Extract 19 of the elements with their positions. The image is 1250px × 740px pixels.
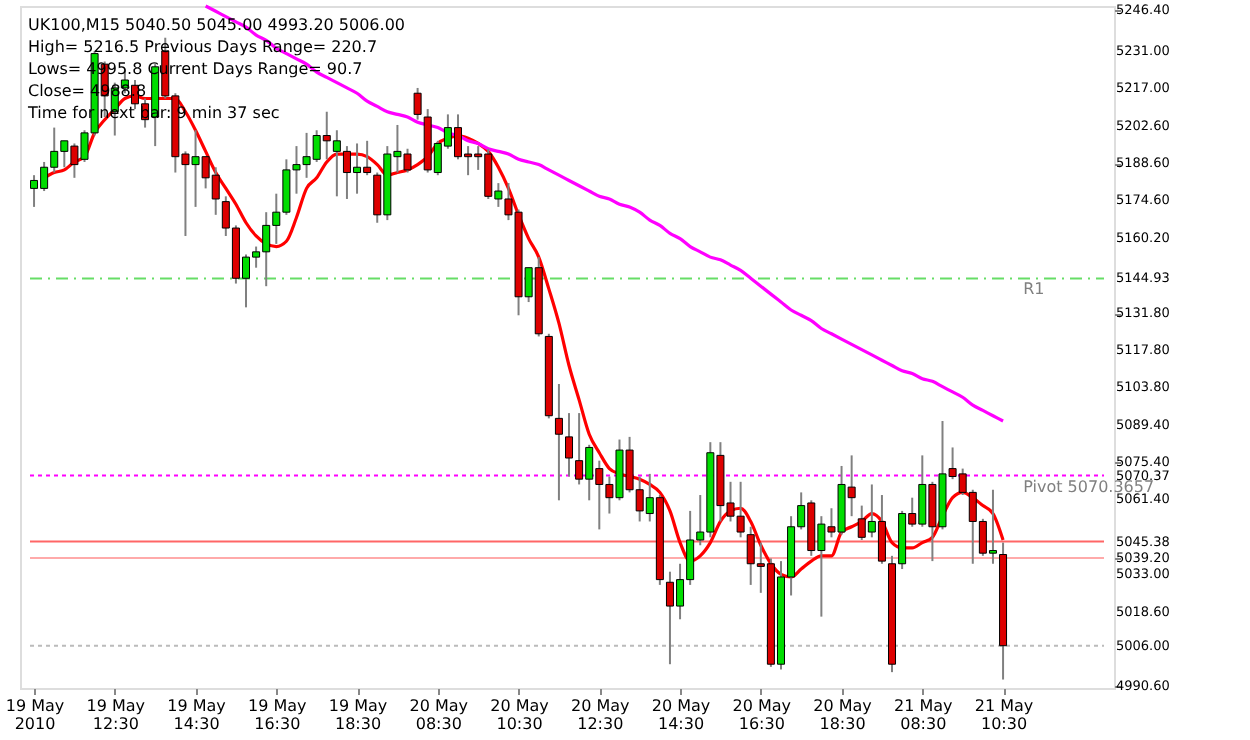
x-tick-label: 20 May 12:30: [571, 697, 631, 733]
x-tick-label: 19 May 14:30: [167, 697, 227, 733]
annotation: Close= 4988.8: [28, 82, 147, 100]
candlestick: [413, 86, 422, 121]
ref-line-label: R1: [1023, 280, 1045, 299]
candlestick: [554, 383, 563, 502]
x-tick-label: 20 May 08:30: [409, 697, 469, 733]
x-tick-label: 20 May 14:30: [651, 697, 711, 733]
x-tick-label: 19 May 2010: [5, 697, 65, 733]
ref-line-label: Pivot 5070.3657: [1023, 477, 1155, 496]
x-tick-label: 19 May 12:30: [86, 697, 146, 733]
x-tick-label: 20 May 16:30: [732, 697, 792, 733]
candlestick: [565, 412, 574, 478]
x-tick-label: 20 May 10:30: [490, 697, 550, 733]
x-tick-label: 19 May 18:30: [328, 697, 388, 733]
x-tick-label: 20 May 18:30: [813, 697, 873, 733]
x-tick-label: 19 May 16:30: [248, 697, 308, 733]
x-tick-label: 21 May 08:30: [894, 697, 954, 733]
x-tick-label: 21 May 10:30: [974, 697, 1034, 733]
